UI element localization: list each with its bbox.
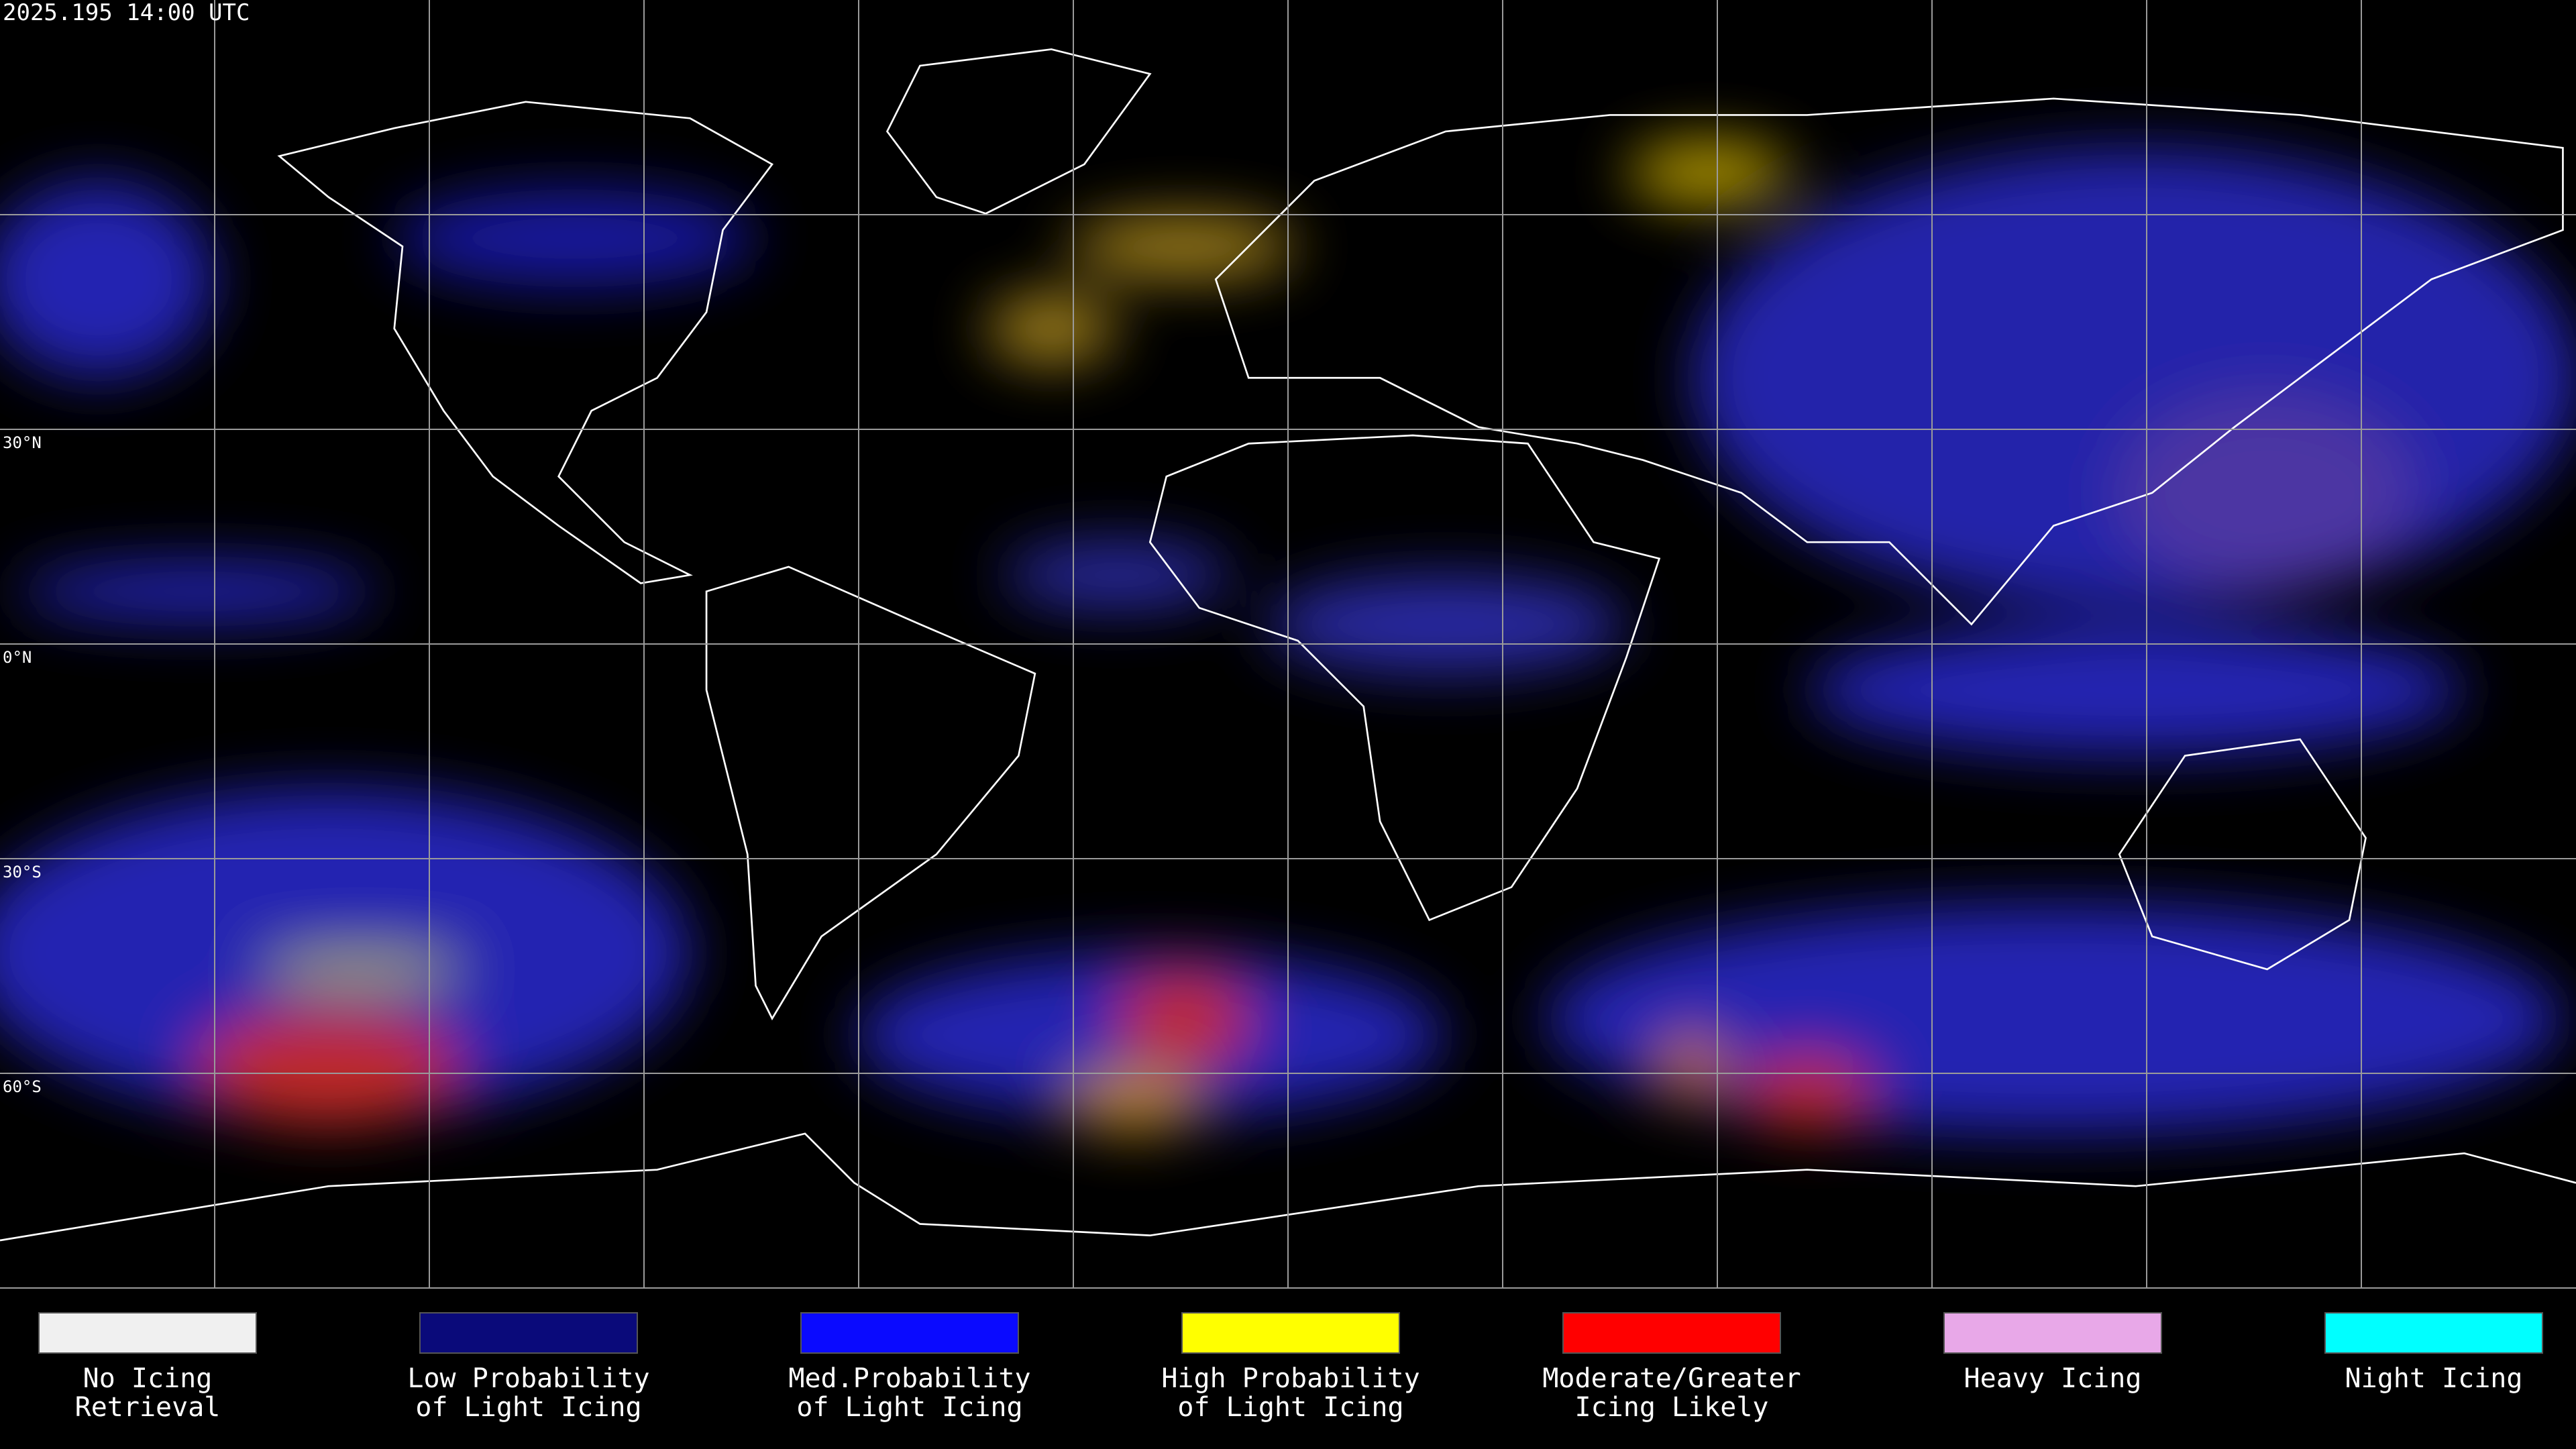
legend-label: Med.Probability [788, 1363, 1030, 1394]
legend-label: Heavy Icing [1964, 1363, 2142, 1394]
legend-swatch [1562, 1312, 1781, 1354]
legend-label: Retrieval [75, 1392, 221, 1423]
latitude-label: 60°S [3, 1077, 42, 1096]
coastlines [0, 48, 2576, 1242]
graticule [0, 0, 2576, 1289]
legend-label: High Probability [1161, 1363, 1419, 1394]
latitude-label: 30°S [3, 863, 42, 881]
icing-clouds [0, 143, 2576, 1134]
legend-swatch [38, 1312, 257, 1354]
legend-label: Icing Likely [1575, 1392, 1769, 1423]
legend-label: of Light Icing [415, 1392, 641, 1423]
legend-swatch [2324, 1312, 2543, 1354]
legend-label: Low Probability [407, 1363, 649, 1394]
legend-label: Moderate/Greater [1542, 1363, 1801, 1394]
legend-label: Night Icing [2345, 1363, 2523, 1394]
legend-swatch [419, 1312, 638, 1354]
latitude-label: 30°N [3, 433, 42, 452]
latitude-labels: 30°N 0°N 30°S 60°S [3, 433, 42, 1096]
legend-swatch [1181, 1312, 1400, 1354]
latitude-label: 0°N [3, 648, 32, 667]
legend-swatch [1943, 1312, 2162, 1354]
legend-swatch [800, 1312, 1019, 1354]
legend-label: of Light Icing [1177, 1392, 1403, 1423]
legend-label: of Light Icing [796, 1392, 1022, 1423]
legend-label: No Icing [83, 1363, 213, 1394]
timestamp: 2025.195 14:00 UTC [3, 0, 250, 26]
